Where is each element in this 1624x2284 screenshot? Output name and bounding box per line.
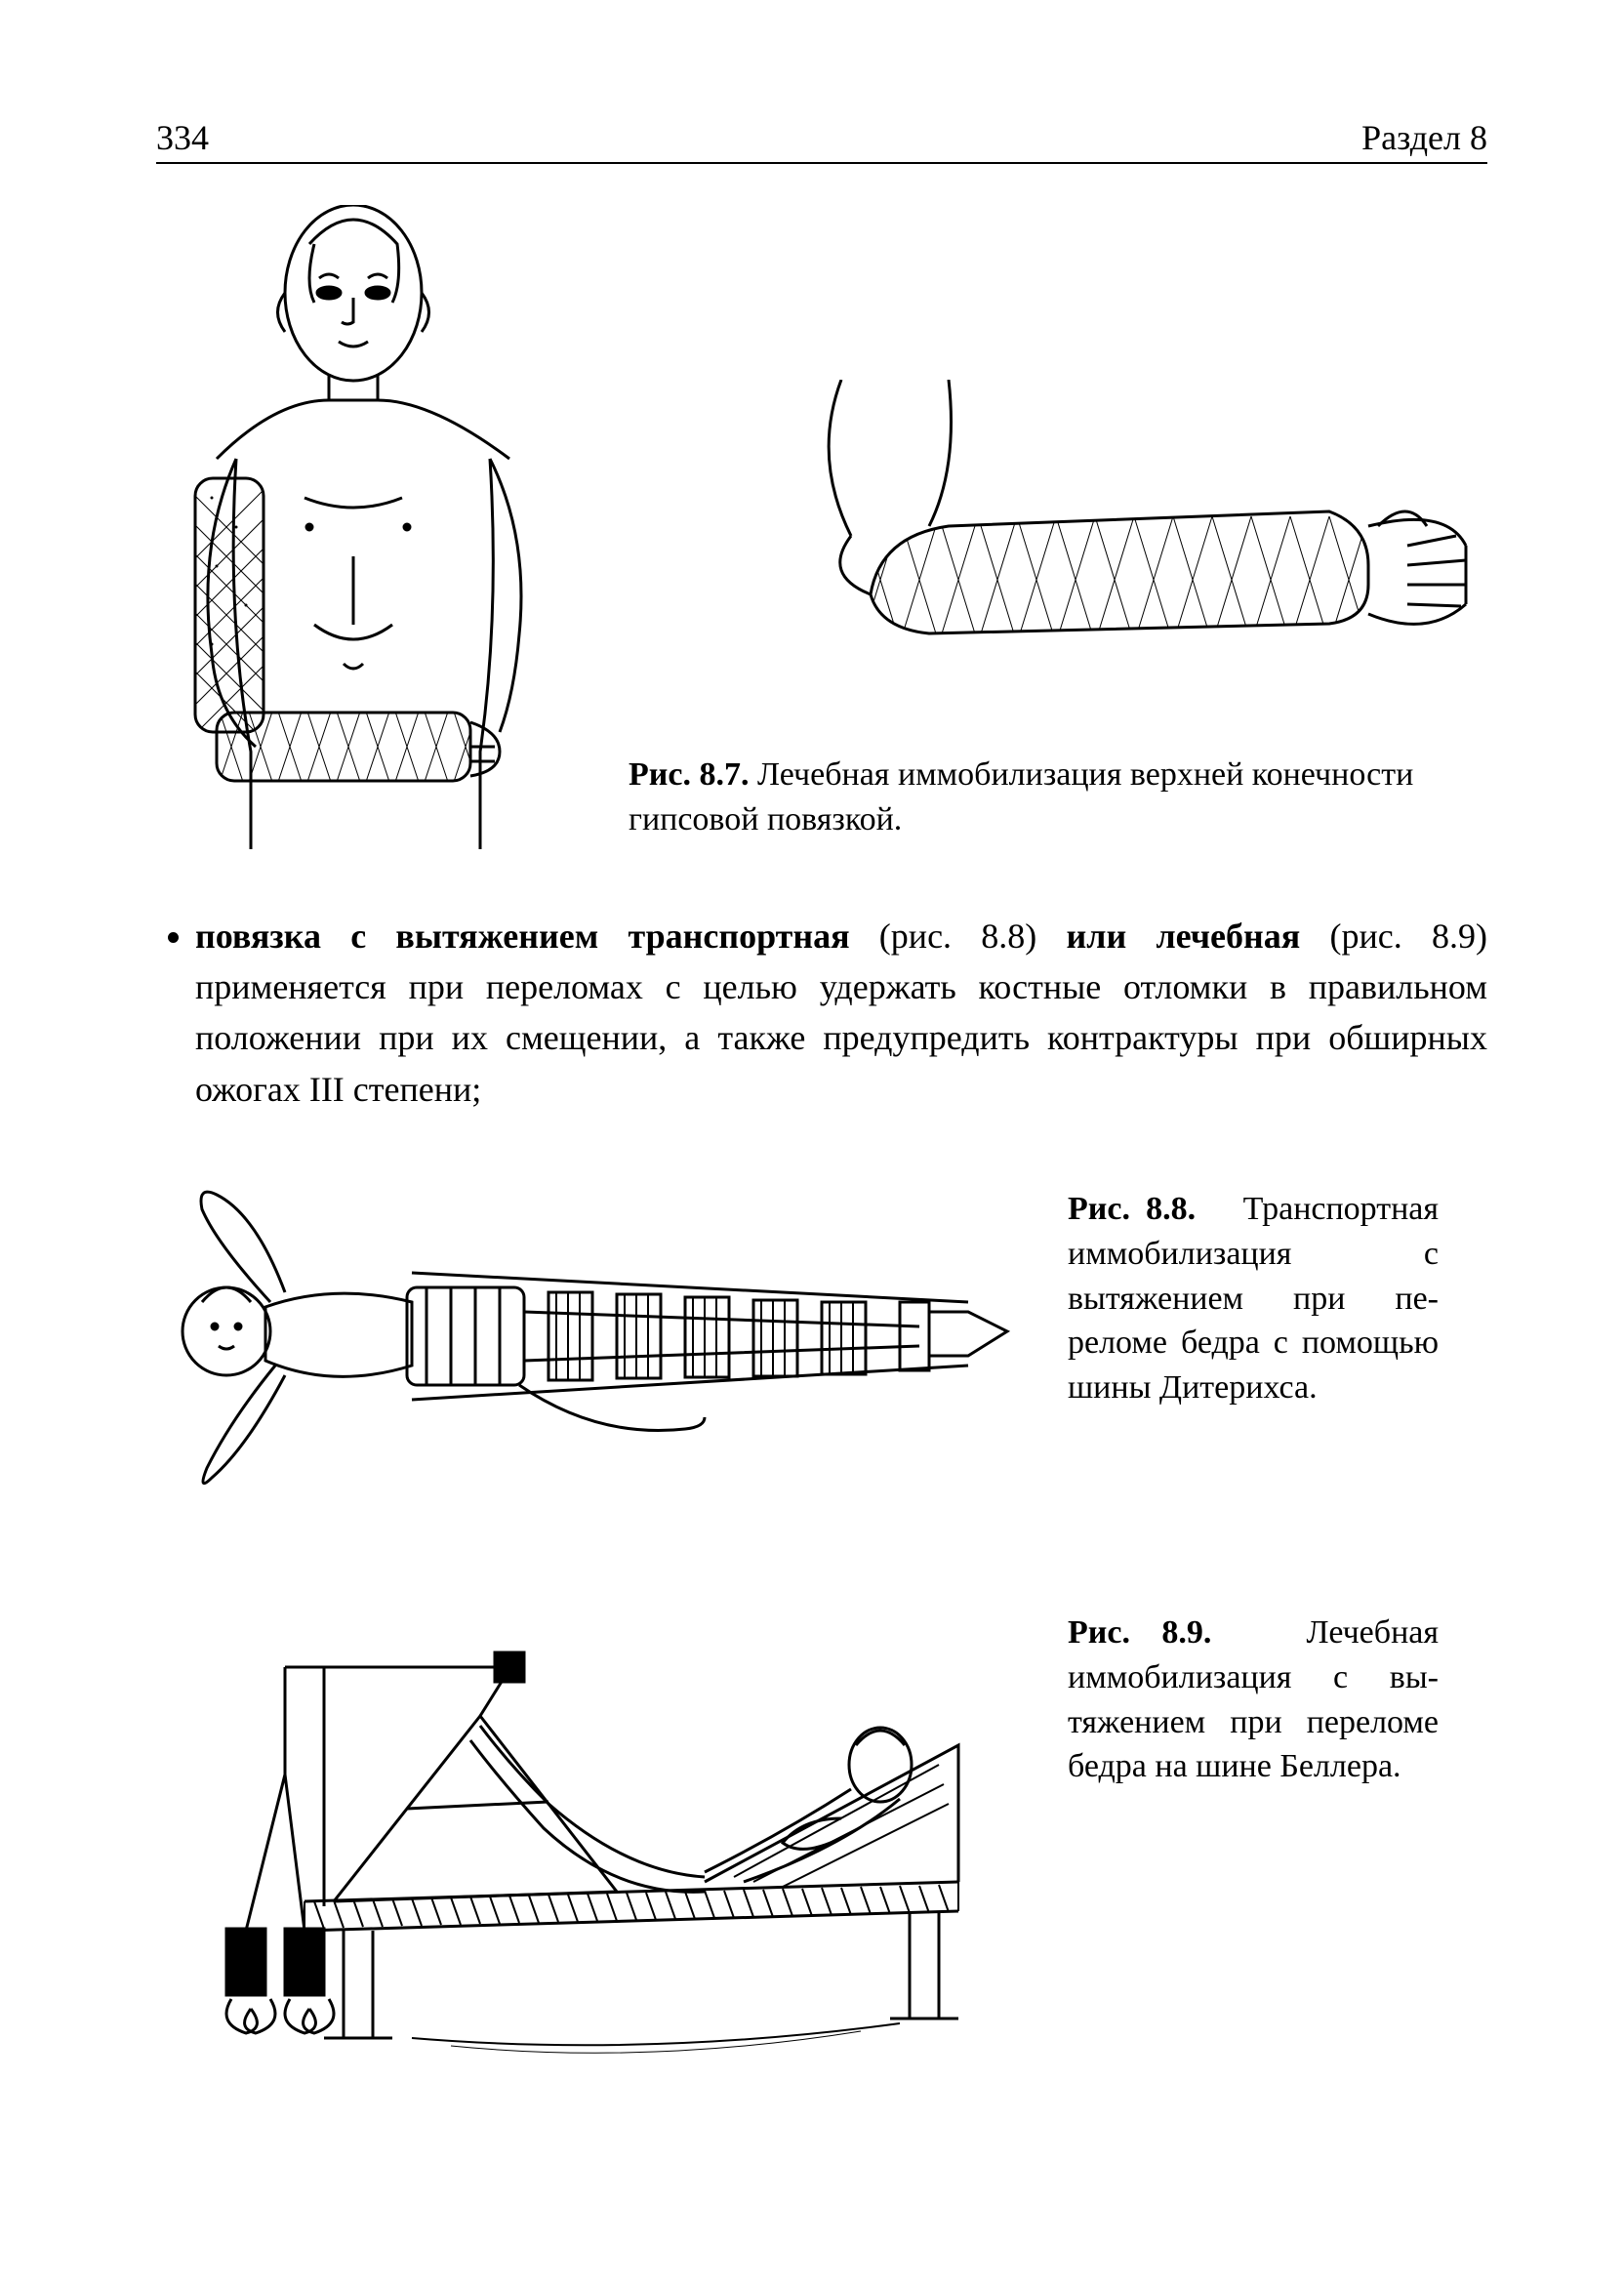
figure-8-7-arm-col: Рис. 8.7. Лечебная иммобилизация верхней… bbox=[629, 378, 1487, 876]
figure-8-9-caption: Рис. 8.9. Лечебная иммобилизация с вы­тя… bbox=[1068, 1611, 1439, 1790]
torso-cast-icon bbox=[156, 203, 570, 871]
dieterichs-splint-icon bbox=[156, 1154, 1019, 1509]
figure-8-7-row: Рис. 8.7. Лечебная иммобилизация верхней… bbox=[156, 203, 1487, 876]
bullet-bold-b: или лечебная bbox=[1067, 917, 1301, 956]
figure-8-9-block: Рис. 8.9. Лечебная иммобилизация с вы­тя… bbox=[156, 1577, 1487, 2089]
page: 334 Раздел 8 bbox=[0, 0, 1624, 2284]
bullet-plain-a: (рис. 8.8) bbox=[850, 917, 1067, 956]
figure-8-8-block: Рис. 8.8. Транспор­тная иммобилизация с … bbox=[156, 1154, 1487, 1509]
figure-8-8-label: Рис. 8.8. bbox=[1068, 1191, 1196, 1227]
figure-8-8-caption: Рис. 8.8. Транспор­тная иммобилизация с … bbox=[1068, 1187, 1439, 1410]
bullet-item: повязка с вытяжением транспортная (рис. … bbox=[195, 911, 1487, 1115]
page-header: 334 Раздел 8 bbox=[156, 117, 1487, 164]
forearm-cast-icon bbox=[781, 378, 1487, 694]
figure-8-7-caption: Рис. 8.7. Лечебная иммобилизация верхней… bbox=[629, 753, 1487, 842]
figure-8-7-label: Рис. 8.7. bbox=[629, 756, 749, 793]
page-number: 334 bbox=[156, 117, 209, 158]
figure-8-9-label: Рис. 8.9. bbox=[1068, 1614, 1211, 1651]
figure-8-7-torso bbox=[156, 203, 570, 876]
beller-frame-icon bbox=[156, 1577, 1019, 2089]
bullet-list: повязка с вытяжением транспортная (рис. … bbox=[156, 911, 1487, 1115]
section-label: Раздел 8 bbox=[1361, 117, 1487, 158]
bullet-bold-a: повязка с вытяжением транспортная bbox=[195, 917, 850, 956]
